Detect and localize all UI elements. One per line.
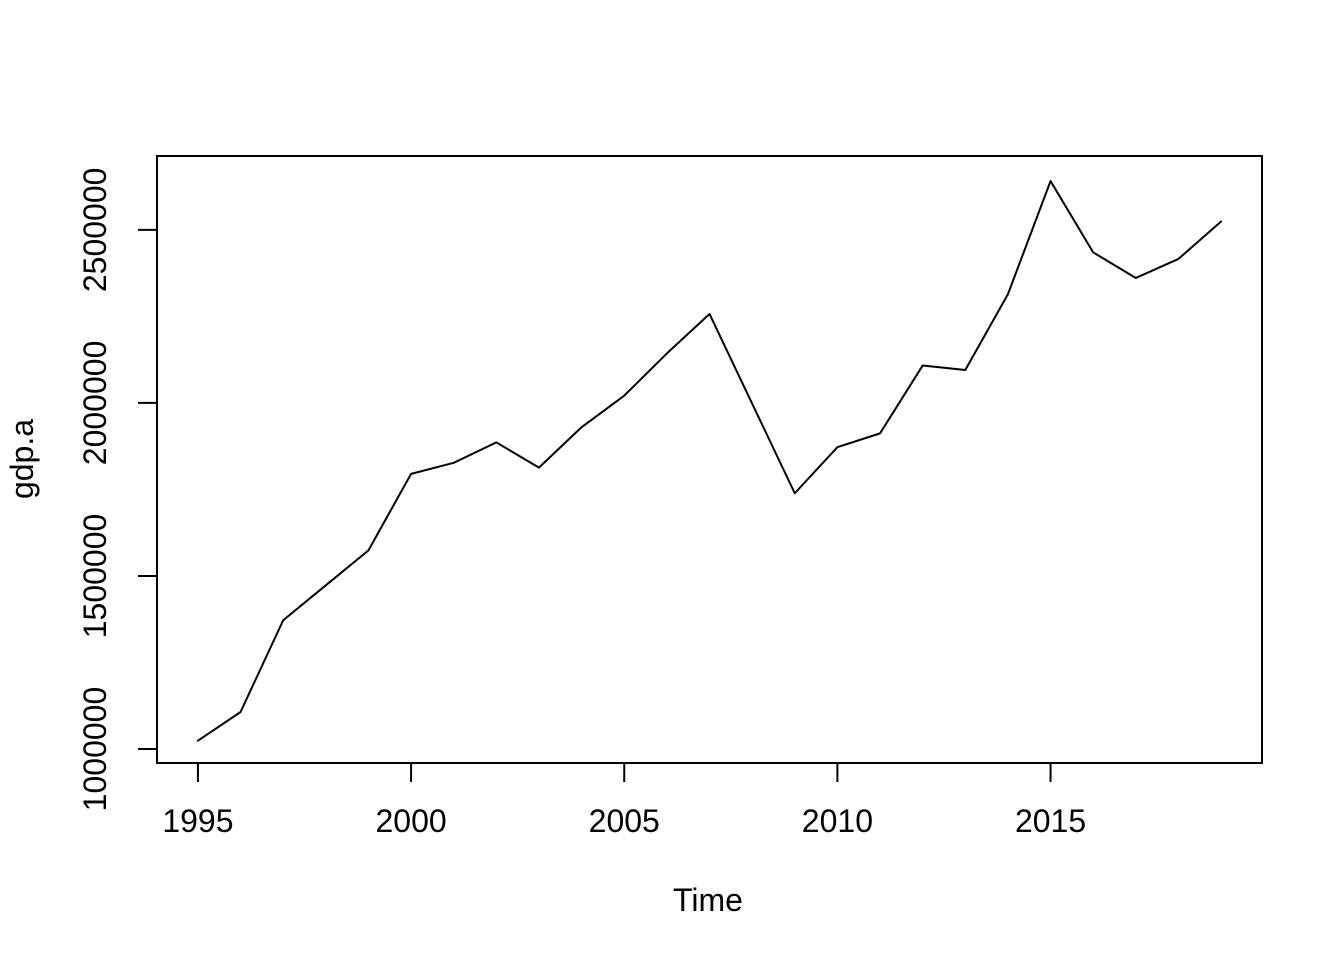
x-axis-title: Time <box>673 882 743 918</box>
x-tick-label: 2000 <box>375 803 446 839</box>
x-tick-label: 2005 <box>589 803 660 839</box>
y-tick-label: 2000000 <box>77 341 113 466</box>
y-axis-title: gdp.a <box>4 419 40 499</box>
plot-box <box>156 155 1263 764</box>
x-tick-label: 2010 <box>802 803 873 839</box>
y-tick-label: 1000000 <box>77 687 113 812</box>
y-tick-label: 1500000 <box>77 514 113 639</box>
x-tick-label: 2015 <box>1015 803 1086 839</box>
y-tick-label: 2500000 <box>77 168 113 293</box>
gdp-series-line <box>196 180 1223 742</box>
x-tick-label: 1995 <box>162 803 233 839</box>
